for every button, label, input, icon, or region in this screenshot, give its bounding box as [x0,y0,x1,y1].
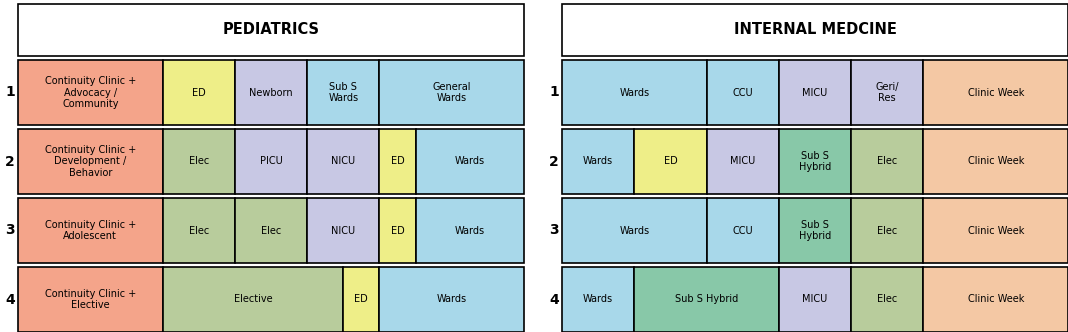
Text: Wards: Wards [455,156,485,167]
Bar [634,129,707,194]
Bar [562,267,634,332]
Text: PICU: PICU [260,156,282,167]
Bar [18,198,162,263]
Text: CCU: CCU [733,88,753,98]
Bar [18,129,162,194]
Bar [379,60,524,125]
Text: MICU: MICU [802,88,828,98]
Bar [851,267,924,332]
Text: Wards: Wards [437,294,467,304]
Text: Geri/
Res: Geri/ Res [876,82,899,103]
Text: Wards: Wards [583,156,613,167]
Bar [415,129,524,194]
Text: 4: 4 [5,292,15,306]
Text: Clinic Week: Clinic Week [968,294,1024,304]
Text: Wards: Wards [455,225,485,235]
Text: NICU: NICU [331,225,356,235]
Text: Newborn: Newborn [249,88,293,98]
Text: Continuity Clinic +
Advocacy /
Community: Continuity Clinic + Advocacy / Community [45,76,136,109]
Bar [851,60,924,125]
Text: MICU: MICU [802,294,828,304]
Bar [562,60,707,125]
Text: ED: ED [391,156,405,167]
Text: PEDIATRICS: PEDIATRICS [222,23,319,38]
Bar [634,267,779,332]
Bar [308,129,379,194]
Bar [779,267,851,332]
Text: Wards: Wards [619,225,649,235]
Bar [851,198,924,263]
Bar [707,129,779,194]
Bar [162,198,235,263]
Text: 2: 2 [5,154,15,169]
Text: 4: 4 [549,292,559,306]
Text: Sub S Hybrid: Sub S Hybrid [675,294,738,304]
Bar [18,4,524,56]
Text: Wards: Wards [619,88,649,98]
Text: MICU: MICU [731,156,755,167]
Bar [707,198,779,263]
Bar [851,129,924,194]
Text: Continuity Clinic +
Development /
Behavior: Continuity Clinic + Development / Behavi… [45,145,136,178]
Bar [924,129,1068,194]
Text: ED: ED [391,225,405,235]
Text: Wards: Wards [583,294,613,304]
Text: Sub S
Wards: Sub S Wards [328,82,359,103]
Bar [924,267,1068,332]
Text: Continuity Clinic +
Elective: Continuity Clinic + Elective [45,289,136,310]
Bar [779,129,851,194]
Text: Clinic Week: Clinic Week [968,225,1024,235]
Bar [379,129,415,194]
Text: Elec: Elec [261,225,281,235]
Bar [779,60,851,125]
Text: ED: ED [663,156,677,167]
Text: ED: ED [355,294,368,304]
Text: 3: 3 [549,223,559,237]
Bar [924,60,1068,125]
Text: INTERNAL MEDCINE: INTERNAL MEDCINE [734,23,896,38]
Bar [415,198,524,263]
Text: CCU: CCU [733,225,753,235]
Bar [235,129,308,194]
Bar [343,267,379,332]
Text: 1: 1 [549,86,559,100]
Bar [162,267,343,332]
Text: Clinic Week: Clinic Week [968,156,1024,167]
Text: Elec: Elec [189,156,209,167]
Bar [779,198,851,263]
Bar [18,60,162,125]
Bar [162,60,235,125]
Bar [562,129,634,194]
Text: 1: 1 [5,86,15,100]
Text: ED: ED [192,88,205,98]
Bar [308,60,379,125]
Bar [379,267,524,332]
Text: Sub S
Hybrid: Sub S Hybrid [799,151,831,172]
Text: 2: 2 [549,154,559,169]
Text: Elec: Elec [877,156,897,167]
Text: Clinic Week: Clinic Week [968,88,1024,98]
Text: Continuity Clinic +
Adolescent: Continuity Clinic + Adolescent [45,220,136,241]
Bar [235,198,308,263]
Bar [308,198,379,263]
Bar [562,198,707,263]
Bar [924,198,1068,263]
Bar [235,60,308,125]
Text: Elec: Elec [877,225,897,235]
Bar [707,60,779,125]
Text: Elective: Elective [234,294,272,304]
Text: 3: 3 [5,223,15,237]
Text: General
Wards: General Wards [433,82,471,103]
Bar [18,267,162,332]
Text: Elec: Elec [877,294,897,304]
Text: NICU: NICU [331,156,356,167]
Bar [162,129,235,194]
Text: Elec: Elec [189,225,209,235]
Bar [562,4,1068,56]
Bar [379,198,415,263]
Text: Sub S
Hybrid: Sub S Hybrid [799,220,831,241]
